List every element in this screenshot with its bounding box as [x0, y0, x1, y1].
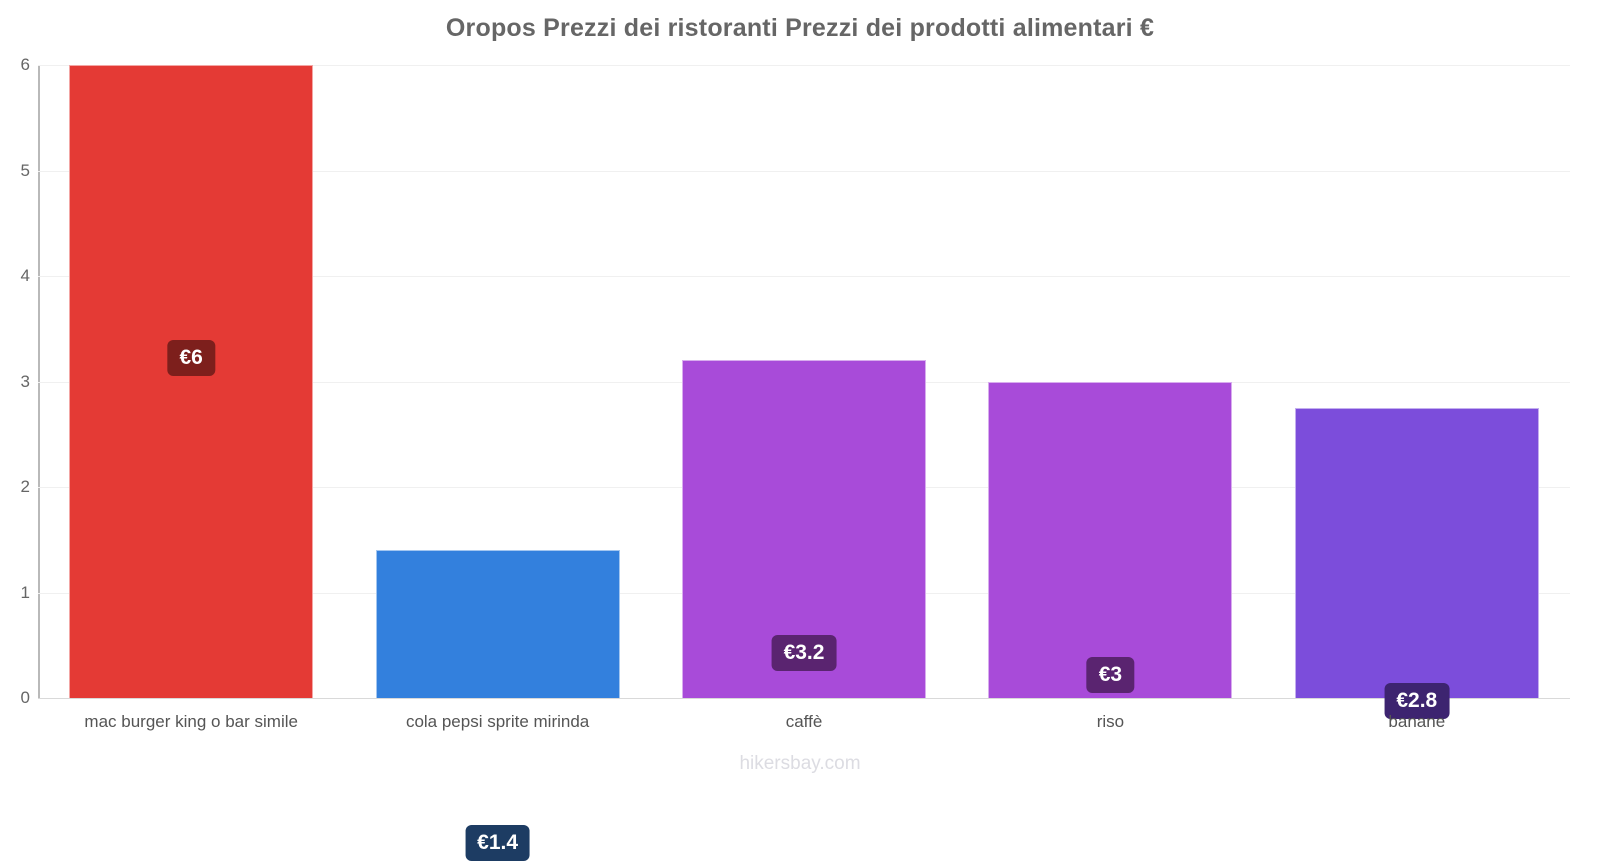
gridline-6 [38, 65, 1570, 66]
x-category-label: caffè [785, 712, 823, 731]
x-category-label: cola pepsi sprite mirinda [405, 712, 590, 731]
bar[interactable] [988, 381, 1233, 698]
y-tick-label: 1 [20, 582, 30, 602]
y-tick-label: 5 [20, 160, 30, 180]
y-axis-tick-labels: 0 1 2 3 4 5 6 [0, 55, 30, 707]
bar-value-label: €6 [167, 340, 215, 376]
bar[interactable] [1294, 407, 1539, 698]
bars-layer: €6 €1.4 €3.2 €3 €2.8 [38, 65, 1570, 861]
bar[interactable] [375, 550, 620, 698]
bar-value-label: €2.8 [1384, 682, 1450, 719]
gridline-4 [38, 276, 1570, 277]
gridline-5 [38, 170, 1570, 172]
y-tick-label: 4 [20, 266, 30, 285]
gridline-0 [38, 698, 1570, 699]
y-tick-label: 0 [20, 688, 30, 707]
bar-value-label: €3 [1086, 656, 1135, 693]
y-tick-label: 6 [20, 55, 30, 74]
bar-value-label: €3.2 [771, 635, 837, 672]
footer-credit: hikersbay.com [739, 753, 861, 774]
x-category-label: mac burger king o bar simile [84, 712, 298, 731]
bar-value-label: €1.4 [465, 825, 531, 861]
y-tick-label: 2 [20, 477, 30, 496]
x-category-label: banane [1388, 712, 1446, 731]
x-axis-category-labels: mac burger king o bar simile cola pepsi s… [38, 712, 1570, 742]
bar-chart: Oropos Prezzi dei ristoranti Prezzi dei … [0, 14, 1570, 861]
plot-area: €6 €1.4 €3.2 €3 €2.8 [38, 65, 1570, 861]
chart-title: Oropos Prezzi dei ristoranti Prezzi dei … [445, 14, 1155, 42]
y-tick-label: 3 [20, 371, 30, 391]
x-category-label: riso [1096, 712, 1125, 731]
bar[interactable] [69, 65, 314, 698]
